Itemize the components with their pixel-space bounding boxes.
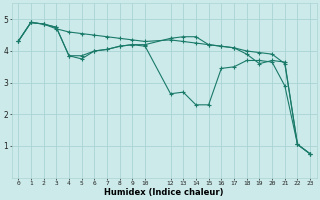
X-axis label: Humidex (Indice chaleur): Humidex (Indice chaleur) — [104, 188, 224, 197]
